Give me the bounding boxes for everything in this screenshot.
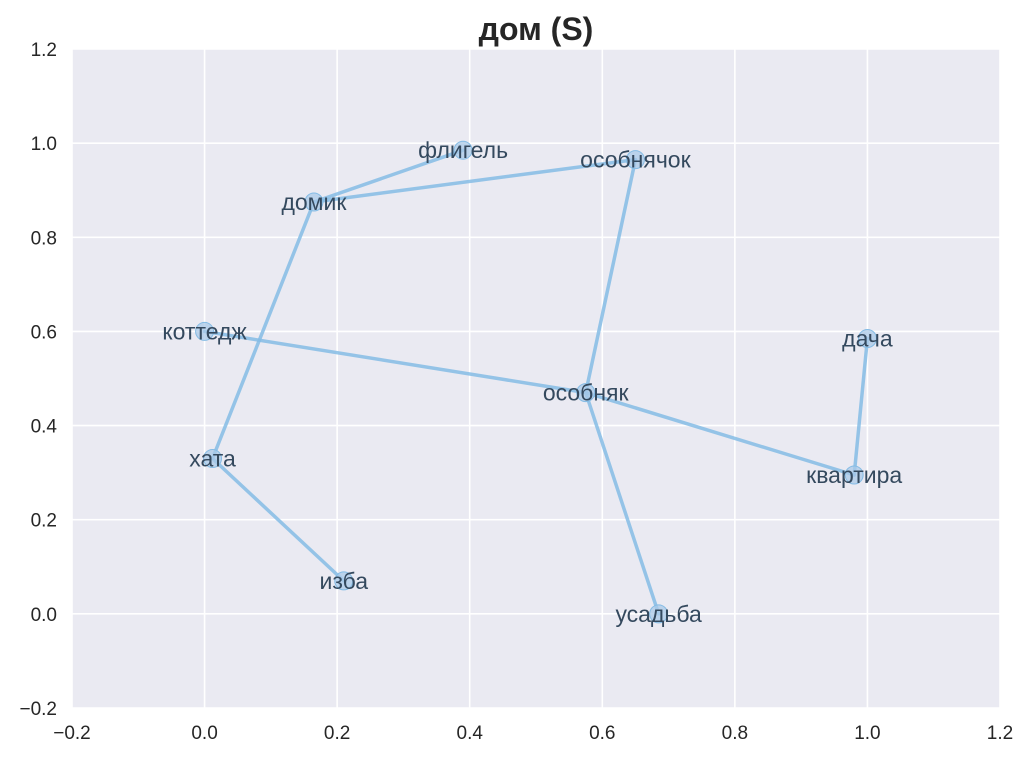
x-tick-label: 0.6 <box>589 723 615 744</box>
x-tick-label: 0.4 <box>457 723 484 744</box>
edge-line <box>852 336 870 477</box>
point-marker <box>857 328 877 348</box>
y-tick-label: 0.8 <box>31 228 57 249</box>
point-marker <box>203 449 223 469</box>
y-tick-label: 0.0 <box>31 605 57 626</box>
y-tick-label: 1.0 <box>31 134 57 155</box>
point-marker <box>453 140 473 160</box>
point-marker <box>576 383 596 403</box>
y-tick-label: −0.2 <box>19 699 57 720</box>
edge-line <box>583 390 661 616</box>
point-marker <box>625 150 645 170</box>
x-tick-label: 0.0 <box>191 723 217 744</box>
point-label: квартира <box>806 462 902 488</box>
edges <box>202 148 870 616</box>
point-label: дача <box>842 325 893 351</box>
x-axis-ticks: −0.2 0.0 0.2 0.4 0.6 0.8 1.0 1.2 <box>53 723 1013 744</box>
point-marker <box>304 192 324 212</box>
x-tick-label: 0.8 <box>722 723 748 744</box>
point-label: изба <box>319 568 368 594</box>
point-marker <box>334 571 354 591</box>
edge-line <box>583 157 638 395</box>
point-marker <box>649 604 669 624</box>
point-label: хата <box>189 446 236 472</box>
x-tick-label: −0.2 <box>53 723 91 744</box>
point-marker <box>195 321 215 341</box>
edge-line <box>202 329 588 395</box>
point-label: флигель <box>418 137 508 163</box>
point-labels: флигель особнячок домик коттедж дача особняк х… <box>162 137 902 627</box>
y-tick-label: 0.2 <box>31 511 57 532</box>
edge-line <box>210 456 346 583</box>
x-tick-label: 1.2 <box>987 723 1013 744</box>
markers <box>195 140 877 624</box>
chart-title: дом (S) <box>479 11 594 47</box>
y-axis-ticks: −0.2 0.0 0.2 0.4 0.6 0.8 1.0 1.2 <box>19 40 57 720</box>
y-tick-label: 1.2 <box>31 40 57 61</box>
point-label: особняк <box>543 380 630 406</box>
edge-line <box>210 200 316 461</box>
x-tick-label: 1.0 <box>854 723 880 744</box>
edge-line <box>312 148 465 204</box>
point-label: коттедж <box>162 318 247 344</box>
point-marker <box>844 465 864 485</box>
point-label: усадьба <box>615 601 702 627</box>
point-label: домик <box>281 189 347 215</box>
y-tick-label: 0.6 <box>31 322 57 343</box>
y-tick-label: 0.4 <box>31 417 58 438</box>
edge-line <box>583 390 856 477</box>
point-label: особнячок <box>580 147 691 173</box>
x-tick-label: 0.2 <box>324 723 350 744</box>
plot-area <box>72 49 1000 708</box>
edge-line <box>312 157 638 204</box>
